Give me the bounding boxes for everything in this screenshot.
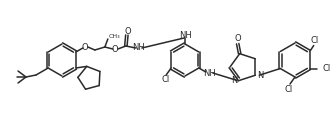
Text: Cl: Cl — [285, 85, 293, 93]
Text: Cl: Cl — [323, 64, 331, 73]
Text: Cl: Cl — [161, 76, 169, 85]
Text: Cl: Cl — [310, 36, 319, 45]
Text: NH: NH — [204, 68, 216, 77]
Text: NH: NH — [179, 31, 192, 41]
Text: N: N — [257, 71, 263, 80]
Text: NH: NH — [132, 44, 145, 52]
Text: CH₃: CH₃ — [109, 34, 121, 39]
Text: N: N — [232, 76, 238, 85]
Text: O: O — [125, 27, 131, 36]
Text: O: O — [112, 46, 118, 55]
Text: O: O — [82, 42, 88, 51]
Text: O: O — [235, 34, 241, 43]
